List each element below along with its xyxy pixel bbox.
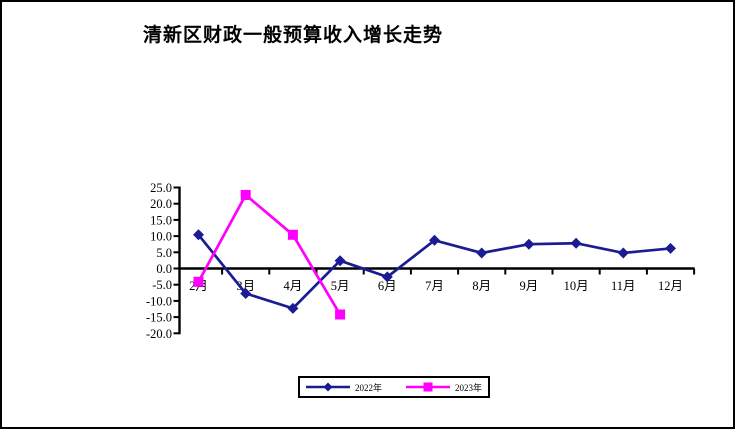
svg-text:-5.0: -5.0 (152, 278, 172, 292)
svg-text:-20.0: -20.0 (146, 327, 172, 341)
legend-label-2022: 2022年 (354, 382, 382, 393)
svg-text:20.0: 20.0 (150, 197, 172, 211)
svg-text:25.0: 25.0 (150, 181, 172, 195)
svg-text:5月: 5月 (331, 279, 350, 293)
svg-text:8月: 8月 (472, 279, 491, 293)
svg-text:-15.0: -15.0 (146, 311, 172, 325)
svg-text:6月: 6月 (378, 279, 397, 293)
chart-title: 清新区财政一般预算收入增长走势 (143, 25, 444, 46)
svg-text:10月: 10月 (564, 279, 589, 293)
svg-text:-10.0: -10.0 (146, 294, 172, 308)
legend-item-2022: 2022年 (305, 381, 382, 394)
svg-text:12月: 12月 (658, 279, 683, 293)
svg-text:7月: 7月 (425, 279, 444, 293)
svg-text:15.0: 15.0 (150, 213, 172, 227)
legend-label-2023: 2023年 (455, 382, 483, 393)
svg-text:10.0: 10.0 (150, 230, 172, 244)
legend-line-square-swatch (406, 382, 450, 392)
svg-text:0.0: 0.0 (156, 262, 172, 276)
svg-text:11月: 11月 (611, 279, 636, 293)
chart-legend[interactable]: 2022年 2023年 (298, 376, 490, 398)
svg-text:5.0: 5.0 (156, 246, 172, 260)
legend-item-2023: 2023年 (406, 381, 482, 394)
legend-line-diamond-swatch (305, 382, 350, 392)
svg-text:9月: 9月 (520, 279, 539, 293)
svg-text:4月: 4月 (284, 279, 303, 293)
